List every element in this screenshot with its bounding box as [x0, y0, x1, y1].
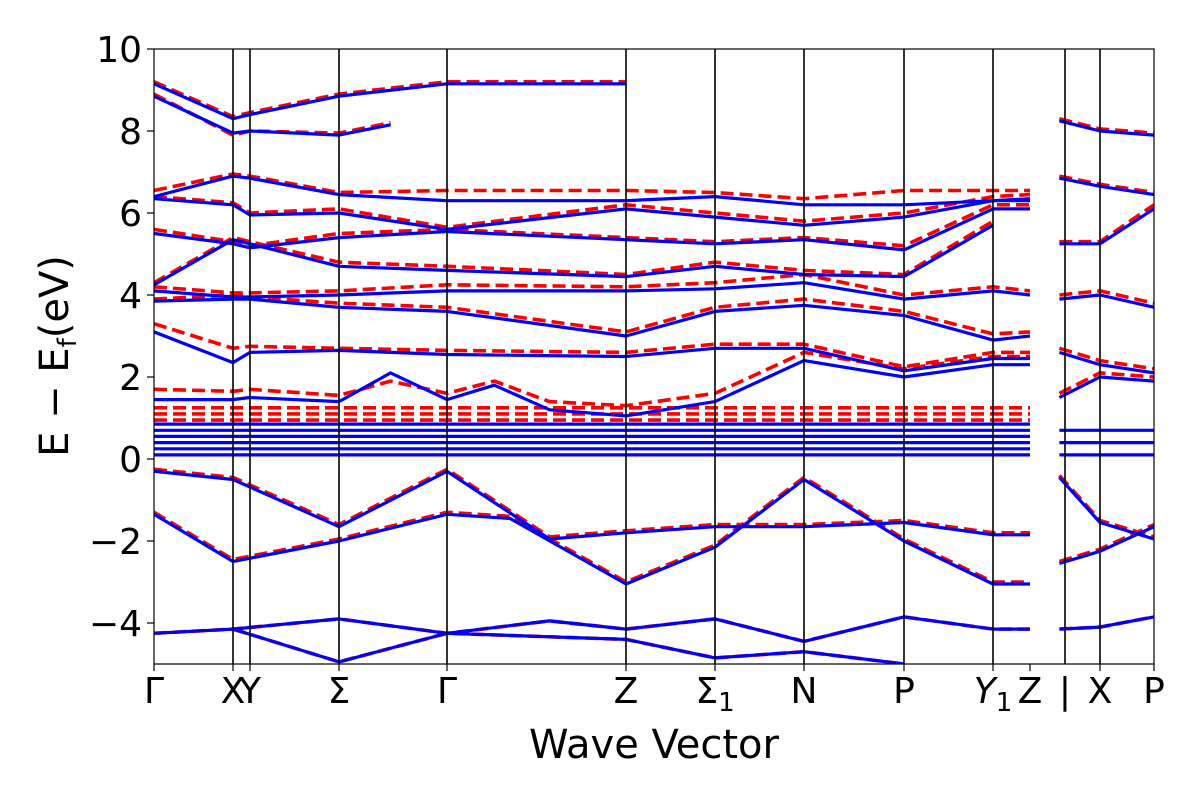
band-line: [154, 475, 1030, 584]
x-tick-label: |: [1059, 671, 1071, 712]
y-tick-label: 8: [119, 112, 142, 153]
band-line: [154, 203, 1030, 248]
band-line: [154, 223, 994, 287]
band-line: [1058, 375, 1154, 399]
plot-frame: [153, 48, 1155, 665]
band-line: [154, 82, 626, 121]
band-line: [1059, 174, 1154, 195]
band-line: [154, 80, 626, 119]
band-line: [1059, 207, 1154, 246]
band-line: [154, 359, 1030, 418]
x-tick-label: Γ: [144, 671, 164, 712]
band-line: [154, 469, 1030, 541]
y-tick-label: −2: [89, 522, 142, 563]
y-tick-label: 10: [96, 30, 142, 71]
x-tick-label: X: [1088, 671, 1113, 712]
x-tick-label: X: [221, 671, 246, 712]
y-axis-label-main: E − E: [32, 347, 78, 457]
y-tick-label: 4: [119, 276, 142, 317]
band-line: [1059, 615, 1154, 631]
y-axis-label-unit: (eV): [32, 255, 78, 338]
high-symmetry-lines: [232, 49, 1101, 664]
y-axis-ticks: −4 −2 0 2 4 6 8 10: [89, 30, 154, 645]
band-line: [1059, 203, 1154, 244]
x-tick-label: Z: [1018, 671, 1043, 712]
band-lines: [154, 80, 1154, 664]
y-axis-label: E − Ef(eV): [32, 255, 83, 457]
x-axis-ticks: Γ XY Σ Γ Z Σ1 N P Y1 Z | X P: [144, 664, 1165, 718]
x-tick-label: Y: [238, 671, 262, 712]
series-solid: [154, 82, 1154, 664]
y-tick-label: 2: [119, 358, 142, 399]
band-line: [154, 293, 1031, 336]
x-tick-label: P: [1143, 671, 1165, 712]
band-line: [154, 219, 994, 285]
band-line: [1058, 522, 1154, 564]
y-tick-label: −4: [89, 604, 142, 645]
x-tick-label: Γ: [437, 671, 457, 712]
x-tick-label: P: [893, 671, 915, 712]
band-line: [154, 297, 1031, 342]
x-tick-label: Σ1: [695, 671, 734, 718]
x-tick-label: Y1: [974, 671, 1013, 718]
series-dashed: [154, 80, 1154, 664]
x-tick-label: N: [791, 671, 818, 712]
band-line: [1059, 176, 1154, 197]
x-tick-label: Z: [614, 671, 639, 712]
y-tick-label: 6: [119, 194, 142, 235]
y-axis-label-subscript: f: [53, 337, 83, 347]
x-tick-label: Σ: [328, 671, 351, 712]
band-line: [1058, 474, 1154, 539]
band-line: [154, 272, 1031, 297]
x-axis-label: Wave Vector: [529, 722, 780, 768]
y-tick-label: 0: [119, 440, 142, 481]
